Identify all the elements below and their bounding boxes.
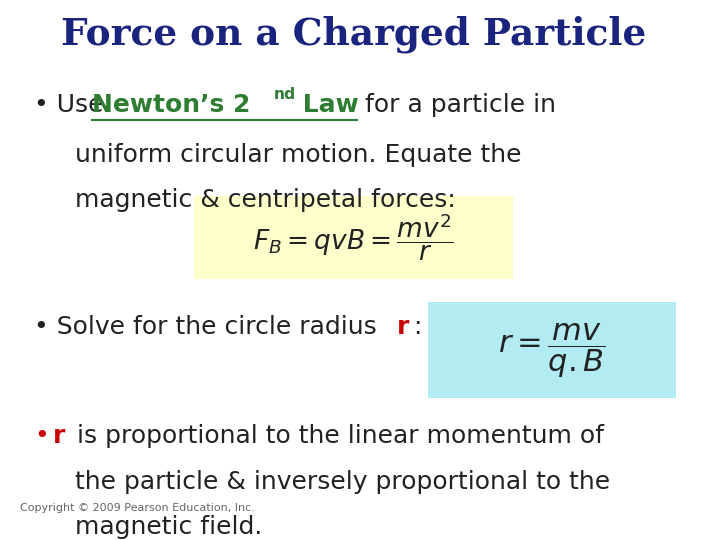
Text: Force on a Charged Particle: Force on a Charged Particle	[60, 16, 646, 53]
Text: for a particle in: for a particle in	[356, 93, 556, 117]
Text: • Solve for the circle radius: • Solve for the circle radius	[34, 315, 384, 339]
Text: the particle & inversely proportional to the: the particle & inversely proportional to…	[75, 470, 610, 494]
Text: is proportional to the linear momentum of: is proportional to the linear momentum o…	[69, 424, 604, 448]
Text: uniform circular motion. Equate the: uniform circular motion. Equate the	[75, 143, 521, 166]
Text: magnetic field.: magnetic field.	[75, 515, 262, 539]
Text: magnetic & centripetal forces:: magnetic & centripetal forces:	[75, 188, 456, 212]
Text: $r = \dfrac{mv}{q.B}$: $r = \dfrac{mv}{q.B}$	[498, 321, 606, 380]
Text: Newton’s 2: Newton’s 2	[91, 93, 250, 117]
FancyBboxPatch shape	[428, 302, 675, 398]
Text: :: :	[413, 315, 421, 339]
Text: r: r	[397, 315, 410, 339]
FancyBboxPatch shape	[194, 196, 513, 279]
Text: nd: nd	[274, 86, 296, 102]
Text: Copyright © 2009 Pearson Education, Inc.: Copyright © 2009 Pearson Education, Inc.	[20, 503, 256, 514]
Text: • Use: • Use	[34, 93, 112, 117]
Text: Law: Law	[294, 93, 359, 117]
Text: $F_B = qvB = \dfrac{mv^2}{r}$: $F_B = qvB = \dfrac{mv^2}{r}$	[253, 212, 454, 264]
Text: •: •	[34, 424, 49, 448]
Text: r: r	[53, 424, 66, 448]
